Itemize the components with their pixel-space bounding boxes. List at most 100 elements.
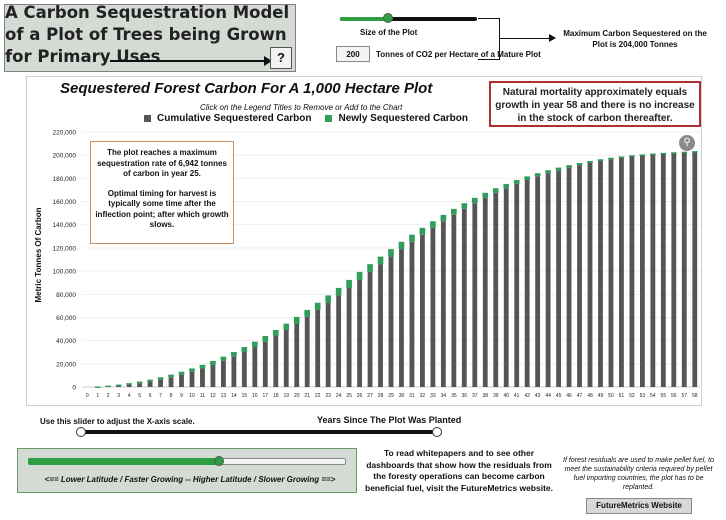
newly-sequestered-bar bbox=[566, 165, 572, 168]
cumulative-bar bbox=[472, 203, 478, 387]
cumulative-bar bbox=[692, 151, 698, 387]
x-tick-label: 4 bbox=[128, 393, 131, 399]
x-tick-label: 26 bbox=[357, 393, 363, 399]
x-tick-label: 29 bbox=[388, 393, 394, 399]
cumulative-bar bbox=[639, 155, 645, 387]
futuremetrics-website-button[interactable]: FutureMetrics Website bbox=[586, 498, 692, 514]
latitude-slider[interactable] bbox=[28, 456, 346, 466]
co2-per-hectare-label: Tonnes of CO2 per Hectare of a Mature Pl… bbox=[376, 50, 541, 59]
newly-sequestered-bar bbox=[136, 381, 143, 384]
cumulative-bar bbox=[514, 183, 520, 387]
cumulative-bar bbox=[524, 179, 530, 387]
slider-thumb[interactable] bbox=[382, 13, 393, 23]
x-tick-label: 5 bbox=[138, 393, 141, 399]
cumulative-bar bbox=[482, 197, 488, 387]
cumulative-bar bbox=[158, 379, 163, 387]
slider-thumb[interactable] bbox=[213, 456, 224, 466]
cumulative-bar bbox=[378, 264, 383, 387]
newly-sequestered-bar bbox=[629, 155, 635, 157]
cumulative-bar bbox=[598, 160, 603, 387]
slider-track bbox=[80, 430, 438, 434]
right-arrow-icon bbox=[500, 34, 556, 42]
x-tick-label: 16 bbox=[252, 393, 258, 399]
cumulative-bar bbox=[147, 381, 153, 387]
cumulative-bar bbox=[325, 302, 331, 387]
cumulative-bar bbox=[116, 385, 122, 387]
legend-item-cumulative[interactable]: Cumulative Sequestered Carbon bbox=[144, 113, 311, 124]
chart-title: Sequestered Forest Carbon For A 1,000 He… bbox=[60, 80, 433, 97]
x-tick-label: 2 bbox=[107, 393, 110, 399]
plot-size-slider[interactable] bbox=[340, 13, 477, 23]
cumulative-bar bbox=[650, 154, 656, 387]
help-button[interactable]: ? bbox=[270, 47, 292, 69]
x-tick-label: 25 bbox=[346, 393, 352, 399]
cumulative-bar bbox=[461, 208, 467, 387]
x-tick-label: 43 bbox=[535, 393, 541, 399]
newly-sequestered-bar bbox=[252, 341, 258, 348]
x-tick-label: 21 bbox=[304, 393, 310, 399]
newly-sequestered-bar bbox=[178, 371, 185, 375]
xaxis-range-slider[interactable] bbox=[76, 427, 442, 437]
cumulative-bar bbox=[430, 227, 436, 387]
y-tick-label: 100,000 bbox=[53, 269, 77, 276]
newly-sequestered-bar bbox=[210, 360, 216, 365]
rate-note-para1: The plot reaches a maximum sequestration… bbox=[97, 148, 227, 178]
x-tick-label: 6 bbox=[149, 393, 152, 399]
cumulative-bar bbox=[357, 279, 362, 387]
newly-sequestered-bar bbox=[482, 192, 489, 198]
cumulative-bar bbox=[660, 153, 666, 387]
range-thumb-max[interactable] bbox=[432, 427, 442, 437]
x-tick-label: 37 bbox=[472, 393, 478, 399]
x-tick-label: 36 bbox=[462, 393, 468, 399]
cumulative-bar bbox=[608, 159, 614, 387]
newly-sequestered-bar bbox=[189, 368, 195, 372]
newly-sequestered-bar bbox=[168, 374, 174, 378]
cumulative-bar bbox=[252, 347, 258, 387]
y-axis-title: Metric Tonnes Of Carbon bbox=[34, 207, 43, 302]
cumulative-bar bbox=[367, 271, 373, 387]
x-tick-label: 50 bbox=[608, 393, 614, 399]
newly-sequestered-bar bbox=[126, 383, 132, 385]
newly-sequestered-bar bbox=[157, 377, 164, 380]
co2-per-hectare-input[interactable]: 200 bbox=[336, 46, 370, 62]
x-tick-label: 41 bbox=[514, 393, 520, 399]
cumulative-bar bbox=[179, 374, 184, 387]
x-tick-label: 24 bbox=[336, 393, 342, 399]
range-thumb-min[interactable] bbox=[76, 427, 86, 437]
xaxis-slider-label: Use this slider to adjust the X-axis sca… bbox=[40, 417, 195, 426]
cumulative-bar bbox=[262, 341, 268, 387]
legend-item-newly[interactable]: Newly Sequestered Carbon bbox=[325, 113, 468, 124]
cumulative-bar bbox=[556, 170, 562, 387]
x-tick-label: 38 bbox=[482, 393, 488, 399]
newly-sequestered-bar bbox=[262, 336, 269, 342]
cumulative-bar bbox=[399, 249, 404, 387]
y-tick-label: 20,000 bbox=[56, 361, 76, 368]
cumulative-bar bbox=[294, 323, 300, 387]
cumulative-bar bbox=[137, 383, 143, 387]
newly-sequestered-bar bbox=[608, 157, 614, 160]
y-tick-label: 0 bbox=[72, 385, 76, 392]
newly-sequestered-bar bbox=[346, 279, 352, 288]
cumulative-bar bbox=[420, 234, 425, 387]
newly-sequestered-bar bbox=[524, 176, 530, 180]
x-tick-label: 32 bbox=[420, 393, 426, 399]
x-tick-label: 12 bbox=[210, 393, 216, 399]
newly-sequestered-bar bbox=[335, 287, 342, 296]
x-tick-label: 56 bbox=[671, 393, 677, 399]
right-arrow-icon bbox=[110, 56, 272, 66]
newly-sequestered-bar bbox=[671, 152, 677, 154]
x-tick-label: 51 bbox=[619, 393, 625, 399]
x-tick-label: 35 bbox=[451, 393, 457, 399]
magnifier-icon[interactable]: ⚲ bbox=[679, 135, 695, 151]
newly-sequestered-bar bbox=[388, 249, 394, 257]
newly-sequestered-bar bbox=[409, 234, 415, 242]
newly-sequestered-bar bbox=[115, 384, 122, 387]
cumulative-bar bbox=[126, 384, 132, 387]
cumulative-bar bbox=[315, 309, 321, 387]
legend-swatch bbox=[325, 115, 333, 122]
newly-sequestered-bar bbox=[272, 329, 279, 336]
cumulative-bar bbox=[346, 287, 352, 387]
y-tick-label: 120,000 bbox=[53, 245, 77, 252]
newly-sequestered-bar bbox=[220, 356, 227, 361]
x-tick-label: 30 bbox=[399, 393, 405, 399]
